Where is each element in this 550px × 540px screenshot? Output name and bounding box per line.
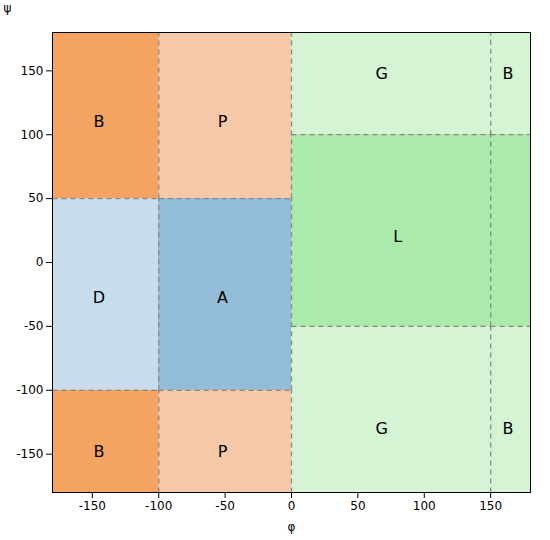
svg-text:50: 50 [28, 191, 43, 205]
svg-text:P: P [218, 112, 228, 131]
svg-text:-100: -100 [16, 383, 43, 397]
svg-text:P: P [218, 442, 228, 461]
svg-text:0: 0 [288, 499, 296, 513]
svg-text:A: A [217, 288, 228, 307]
svg-text:-50: -50 [215, 499, 235, 513]
svg-text:150: 150 [479, 499, 502, 513]
svg-text:50: 50 [350, 499, 365, 513]
svg-text:G: G [376, 64, 388, 83]
svg-text:-100: -100 [145, 499, 172, 513]
svg-text:150: 150 [21, 64, 44, 78]
svg-text:-50: -50 [24, 319, 44, 333]
svg-text:ψ: ψ [4, 1, 12, 15]
svg-text:L: L [393, 227, 402, 246]
svg-text:B: B [93, 442, 104, 461]
svg-text:D: D [93, 288, 105, 307]
svg-text:G: G [376, 419, 388, 438]
svg-text:φ: φ [288, 520, 296, 534]
svg-text:-150: -150 [79, 499, 106, 513]
svg-text:B: B [502, 419, 513, 438]
svg-text:100: 100 [21, 128, 44, 142]
svg-text:0: 0 [36, 255, 44, 269]
svg-text:100: 100 [413, 499, 436, 513]
svg-text:-150: -150 [16, 447, 43, 461]
svg-text:B: B [502, 64, 513, 83]
svg-text:B: B [93, 112, 104, 131]
